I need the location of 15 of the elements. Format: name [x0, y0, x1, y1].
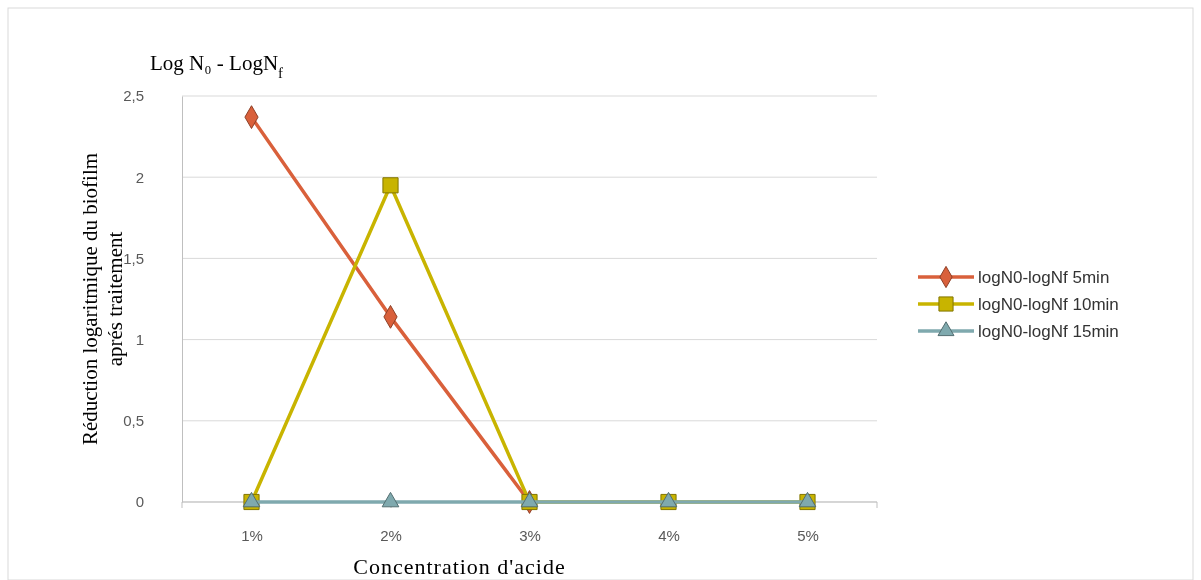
- y-tick-label: 1,5: [123, 249, 144, 267]
- x-tick-label: 2%: [380, 526, 402, 544]
- y-tick-label: 1: [135, 330, 144, 348]
- legend-label: logN0-logNf 5min: [978, 268, 1110, 287]
- x-tick-label: 1%: [241, 526, 263, 544]
- legend-label: logN0-logNf 15min: [978, 322, 1119, 341]
- y-tick-label: 2,5: [123, 87, 144, 105]
- x-tick-label: 5%: [797, 526, 819, 544]
- x-tick-label: 3%: [519, 526, 541, 544]
- x-tick-label: 4%: [658, 526, 680, 544]
- y-tick-label: 2: [135, 168, 144, 186]
- x-axis-title: Concentration d'acide: [353, 554, 566, 579]
- chart-title: Log N₀ - LogN$_{f}$: [150, 51, 284, 81]
- legend-label: logN0-logNf 10min: [978, 295, 1119, 314]
- y-tick-label: 0: [135, 493, 144, 511]
